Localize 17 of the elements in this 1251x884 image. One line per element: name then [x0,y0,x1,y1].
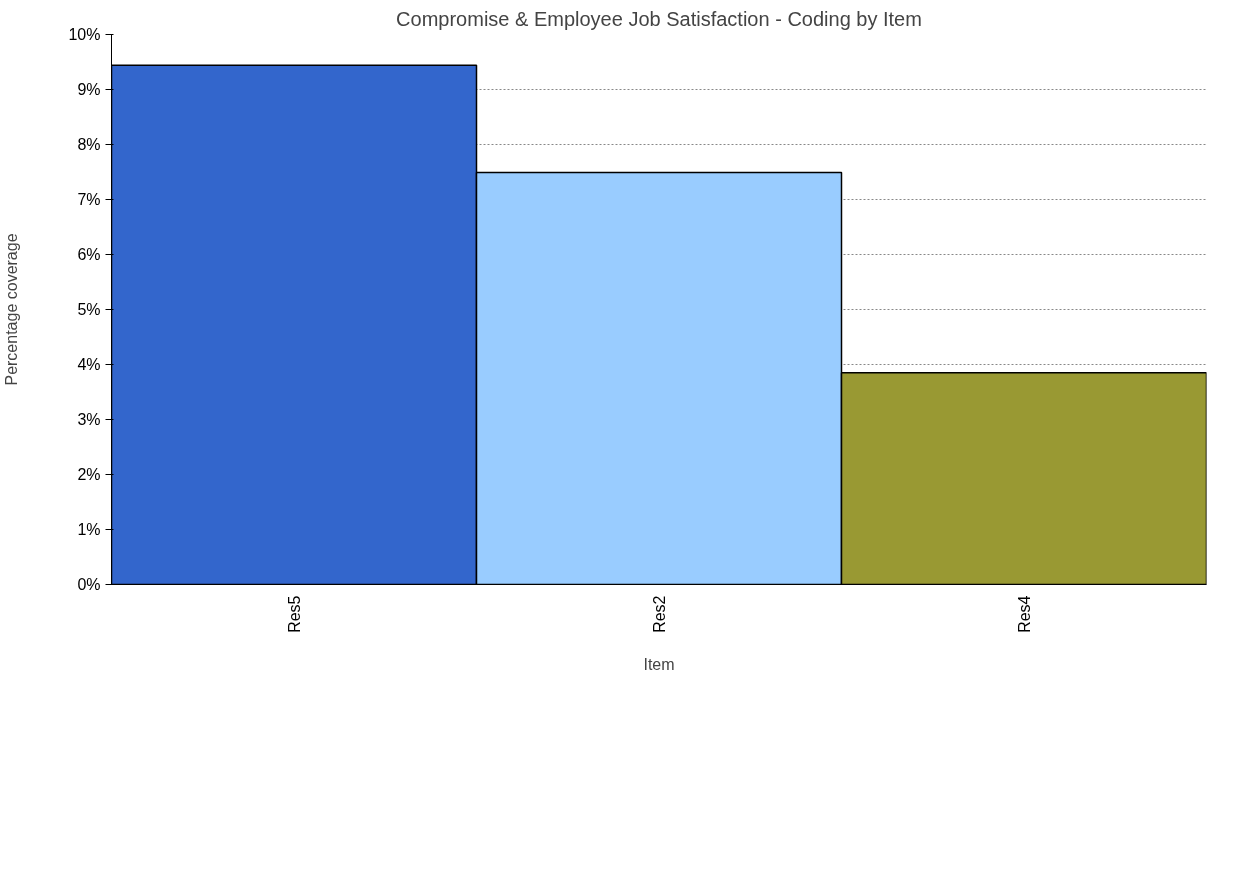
y-tick-label: 4% [77,356,101,373]
y-tick-label: 3% [77,411,101,428]
x-axis-title: Item [643,655,675,673]
x-tick-label: Res2 [650,595,668,633]
y-tick-label: 9% [77,81,101,98]
y-tick-label: 7% [77,191,101,208]
y-tick-label: 5% [77,301,101,318]
y-tick-label: 0% [77,576,101,593]
chart-title: Compromise & Employee Job Satisfaction - Coding by Item [396,7,922,30]
x-tick-label: Res4 [1015,595,1033,633]
y-tick-label: 10% [68,26,101,43]
y-tick-label: 2% [77,466,101,483]
y-axis-title: Percentage coverage [3,233,21,386]
x-tick-label: Res5 [285,595,303,633]
y-tick-label: 1% [77,521,101,538]
y-tick-label: 6% [77,246,101,263]
y-tick-label: 8% [77,136,101,153]
